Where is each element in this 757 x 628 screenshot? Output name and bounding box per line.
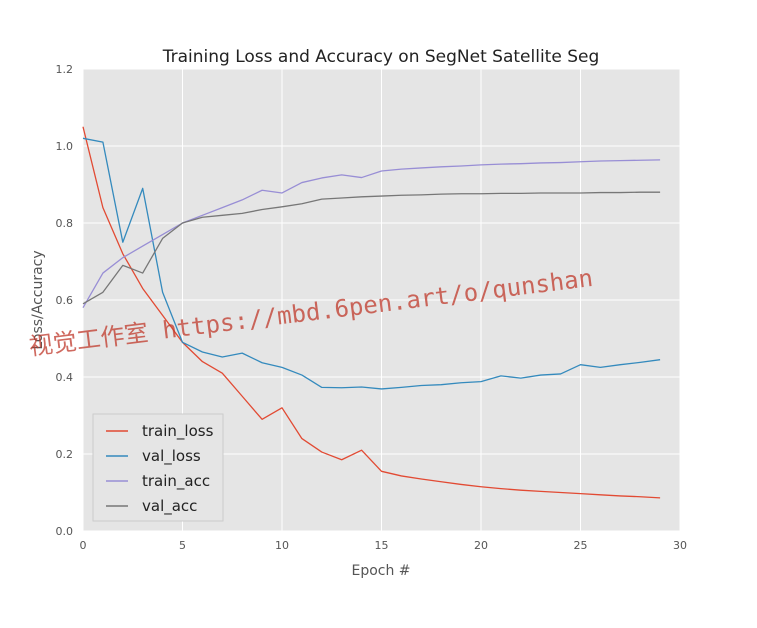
- series-lines: [82, 126, 661, 499]
- legend-label-train-loss: train_loss: [142, 422, 214, 441]
- series-line-val-acc: [82, 191, 661, 305]
- y-tick-label: 1.0: [56, 140, 74, 153]
- legend-label-val-loss: val_loss: [142, 447, 201, 466]
- y-tick-label: 0.0: [56, 525, 74, 538]
- legend-label-val-acc: val_acc: [142, 497, 197, 516]
- x-tick-label: 25: [574, 539, 588, 552]
- legend: train_loss val_loss train_acc val_acc: [92, 413, 224, 522]
- x-axis-ticks: 0 5 10 15 20 25 30: [80, 539, 688, 552]
- y-tick-label: 0.8: [56, 217, 74, 230]
- y-tick-label: 0.6: [56, 294, 74, 307]
- series-line-val-loss: [82, 137, 661, 390]
- legend-box: [92, 413, 224, 522]
- y-tick-label: 1.2: [56, 63, 74, 76]
- y-axis-label: Loss/Accuracy: [30, 250, 46, 349]
- x-axis-label: Epoch #: [351, 563, 410, 579]
- chart-title: Training Loss and Accuracy on SegNet Sat…: [162, 47, 600, 67]
- x-tick-label: 10: [275, 539, 289, 552]
- y-tick-label: 0.4: [56, 371, 74, 384]
- x-tick-label: 30: [673, 539, 687, 552]
- x-tick-label: 5: [179, 539, 186, 552]
- y-tick-label: 0.2: [56, 448, 74, 461]
- x-tick-label: 20: [474, 539, 488, 552]
- x-tick-label: 15: [375, 539, 389, 552]
- legend-label-train-acc: train_acc: [142, 472, 210, 491]
- y-axis-ticks: 0.0 0.2 0.4 0.6 0.8 1.0 1.2: [56, 63, 74, 538]
- x-tick-label: 0: [80, 539, 87, 552]
- series-line-train-loss: [82, 126, 661, 499]
